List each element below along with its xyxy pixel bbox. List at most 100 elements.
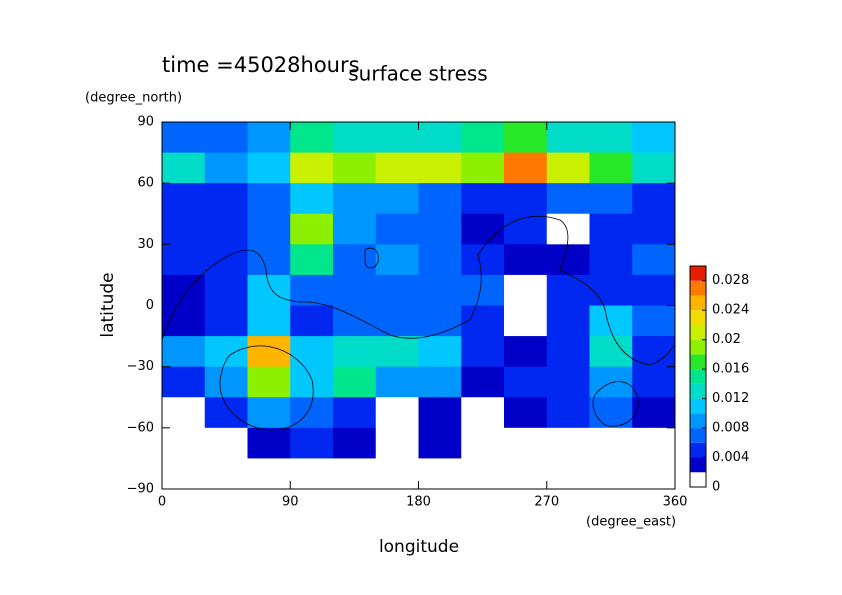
field-cell <box>333 213 377 245</box>
field-cell <box>504 274 548 306</box>
field-cell <box>204 427 248 459</box>
field-cell <box>162 366 206 398</box>
field-cell <box>162 397 206 429</box>
field-cell <box>632 274 676 306</box>
colorbar-segment <box>690 280 706 296</box>
colorbar-tick-label: 0.016 <box>712 362 749 377</box>
field-cell <box>333 183 377 215</box>
field-cell <box>461 458 505 490</box>
y-tick-label: −60 <box>127 420 154 435</box>
field-cell <box>546 183 590 215</box>
field-cell <box>375 122 419 154</box>
colorbar-segment <box>690 369 706 384</box>
x-unit: (degree_east) <box>586 515 676 530</box>
field-cell <box>632 183 676 215</box>
field-cell <box>504 152 548 184</box>
field-cell <box>461 122 505 154</box>
y-axis-label: latitude <box>98 272 118 337</box>
x-tick-label: 0 <box>158 495 166 510</box>
field-cell <box>504 244 548 276</box>
field-cell <box>589 122 633 154</box>
field-cell <box>375 152 419 184</box>
field-cell <box>247 183 291 215</box>
x-axis-label: longitude <box>379 537 459 557</box>
field-cell <box>333 336 377 368</box>
field-cell <box>333 427 377 459</box>
colorbar-segment <box>690 295 706 311</box>
field-cell <box>589 336 633 368</box>
coastline <box>161 215 676 366</box>
field-cell <box>375 183 419 215</box>
field-cell <box>162 458 206 490</box>
field-cell <box>632 122 676 154</box>
colorbar-segment <box>690 398 706 414</box>
field-cell <box>162 305 206 337</box>
field-cell <box>418 397 462 429</box>
colorbar-segment <box>690 428 706 443</box>
field-cell <box>589 183 633 215</box>
colorbar-segment <box>690 442 706 458</box>
field-cell <box>247 213 291 245</box>
field-cell <box>546 122 590 154</box>
field-cell <box>162 244 206 276</box>
field-cell <box>247 366 291 398</box>
field-cell <box>375 213 419 245</box>
colorbar-tick-label: 0.004 <box>712 450 749 465</box>
field-cell <box>204 305 248 337</box>
field-cell <box>418 305 462 337</box>
x-tick-label: 360 <box>663 495 688 510</box>
colorbar-frame <box>689 265 707 488</box>
field-cell <box>333 366 377 398</box>
colorbar-segment <box>690 413 706 429</box>
field-cell <box>162 122 206 154</box>
field-cell <box>162 274 206 306</box>
colorbar-segment <box>690 310 706 325</box>
field-cell <box>247 122 291 154</box>
field-cell <box>632 397 676 429</box>
colorbar-tick-label: 0.012 <box>712 391 749 406</box>
field-cell <box>375 244 419 276</box>
field-cell <box>290 274 334 306</box>
field-cell <box>632 458 676 490</box>
colorbar-segment <box>690 354 706 370</box>
field-cell <box>290 213 334 245</box>
field-cell <box>290 183 334 215</box>
colorbar-tick-label: 0.024 <box>712 303 749 318</box>
subtitle: time =45028hours <box>162 53 360 77</box>
colorbar-segment <box>690 457 706 473</box>
field-cell <box>504 213 548 245</box>
field-cell <box>418 213 462 245</box>
field-cell <box>461 336 505 368</box>
field-cell <box>333 244 377 276</box>
field-cell <box>418 122 462 154</box>
y-tick-label: −90 <box>127 482 154 497</box>
field-cell <box>461 366 505 398</box>
field-cell <box>418 366 462 398</box>
colorbar-segment <box>690 324 706 340</box>
field-cell <box>632 427 676 459</box>
field-cell <box>162 336 206 368</box>
colorbar-segment <box>690 472 706 487</box>
field-cell <box>589 397 633 429</box>
field-cell <box>504 122 548 154</box>
field-cell <box>632 213 676 245</box>
field-cell <box>632 305 676 337</box>
field-cell <box>333 397 377 429</box>
field-cell <box>461 397 505 429</box>
x-tick-label: 180 <box>406 495 431 510</box>
field-cell <box>546 336 590 368</box>
field-cell <box>589 427 633 459</box>
field-cell <box>162 213 206 245</box>
field-cell <box>247 458 291 490</box>
field-cell <box>461 213 505 245</box>
field <box>162 122 676 490</box>
field-cell <box>589 213 633 245</box>
colorbar-tick-label: 0 <box>712 480 720 495</box>
field-cell <box>418 244 462 276</box>
field-cell <box>546 458 590 490</box>
field-cell <box>632 152 676 184</box>
field-cell <box>247 336 291 368</box>
field-cell <box>418 336 462 368</box>
field-cell <box>247 305 291 337</box>
field-cell <box>204 274 248 306</box>
